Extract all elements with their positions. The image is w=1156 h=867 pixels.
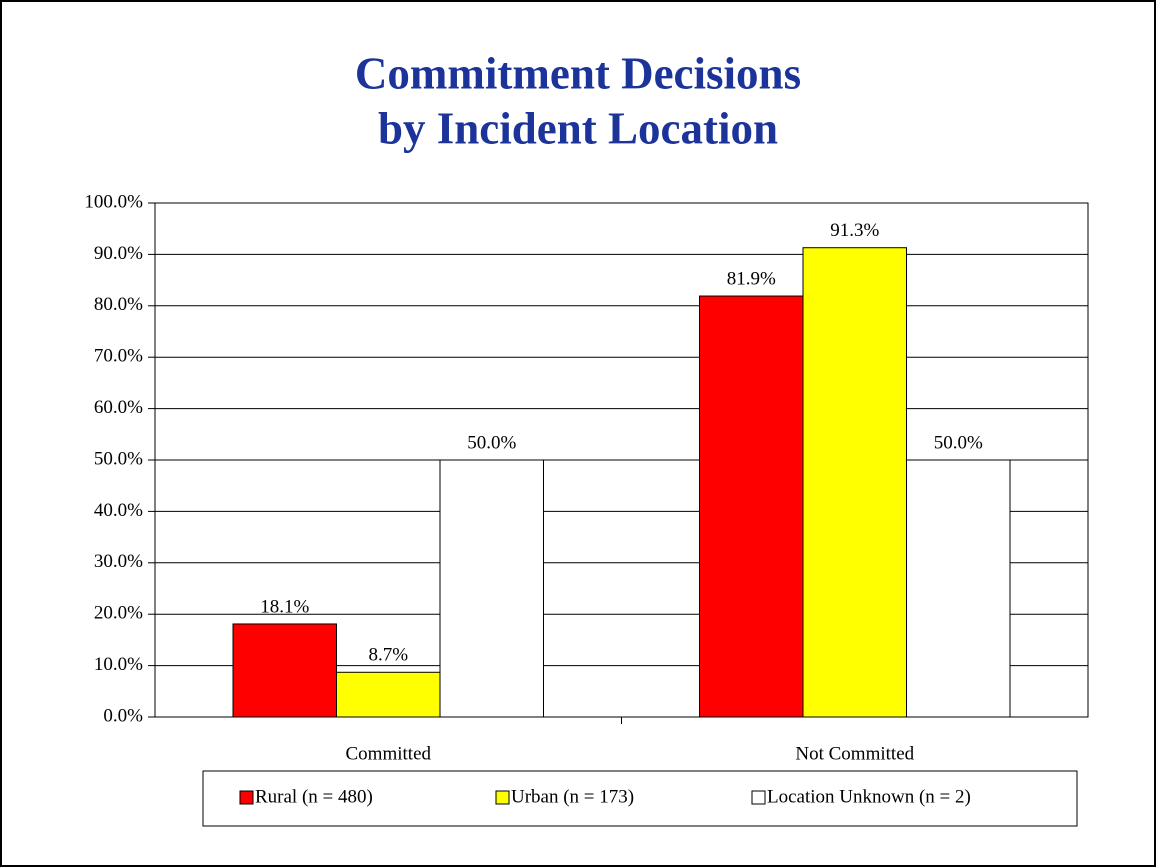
y-tick-label: 40.0% (94, 500, 143, 521)
value-label: 50.0% (467, 432, 516, 453)
x-tick-label: Not Committed (795, 743, 914, 764)
bar (802, 247, 907, 718)
x-tick-label: Committed (346, 743, 432, 764)
legend-box (202, 770, 1078, 827)
value-label: 8.7% (368, 645, 408, 666)
value-label: 91.3% (830, 220, 879, 241)
chart-title: Commitment Decisions (355, 48, 801, 98)
legend-label: Location Unknown (n = 2) (767, 786, 971, 807)
y-tick-label: 50.0% (94, 448, 143, 469)
value-label: 81.9% (727, 268, 776, 289)
value-label: 18.1% (260, 596, 309, 617)
legend-swatch (239, 790, 254, 805)
bar (439, 459, 544, 718)
y-tick-label: 90.0% (94, 243, 143, 264)
bar (699, 295, 804, 718)
y-tick-label: 100.0% (84, 191, 143, 212)
legend-swatch (751, 790, 766, 805)
bar (232, 623, 337, 718)
y-tick-label: 60.0% (94, 397, 143, 418)
y-tick-label: 0.0% (103, 705, 143, 726)
y-tick-label: 30.0% (94, 551, 143, 572)
y-tick-label: 10.0% (94, 654, 143, 675)
bar (906, 459, 1011, 718)
chart-title: by Incident Location (378, 103, 778, 153)
legend-label: Urban (n = 173) (511, 786, 634, 807)
y-tick-label: 80.0% (94, 294, 143, 315)
legend-swatch (495, 790, 510, 805)
bar (336, 671, 441, 718)
y-tick-label: 20.0% (94, 603, 143, 624)
y-tick-label: 70.0% (94, 346, 143, 367)
legend-label: Rural (n = 480) (255, 786, 373, 807)
value-label: 50.0% (934, 432, 983, 453)
